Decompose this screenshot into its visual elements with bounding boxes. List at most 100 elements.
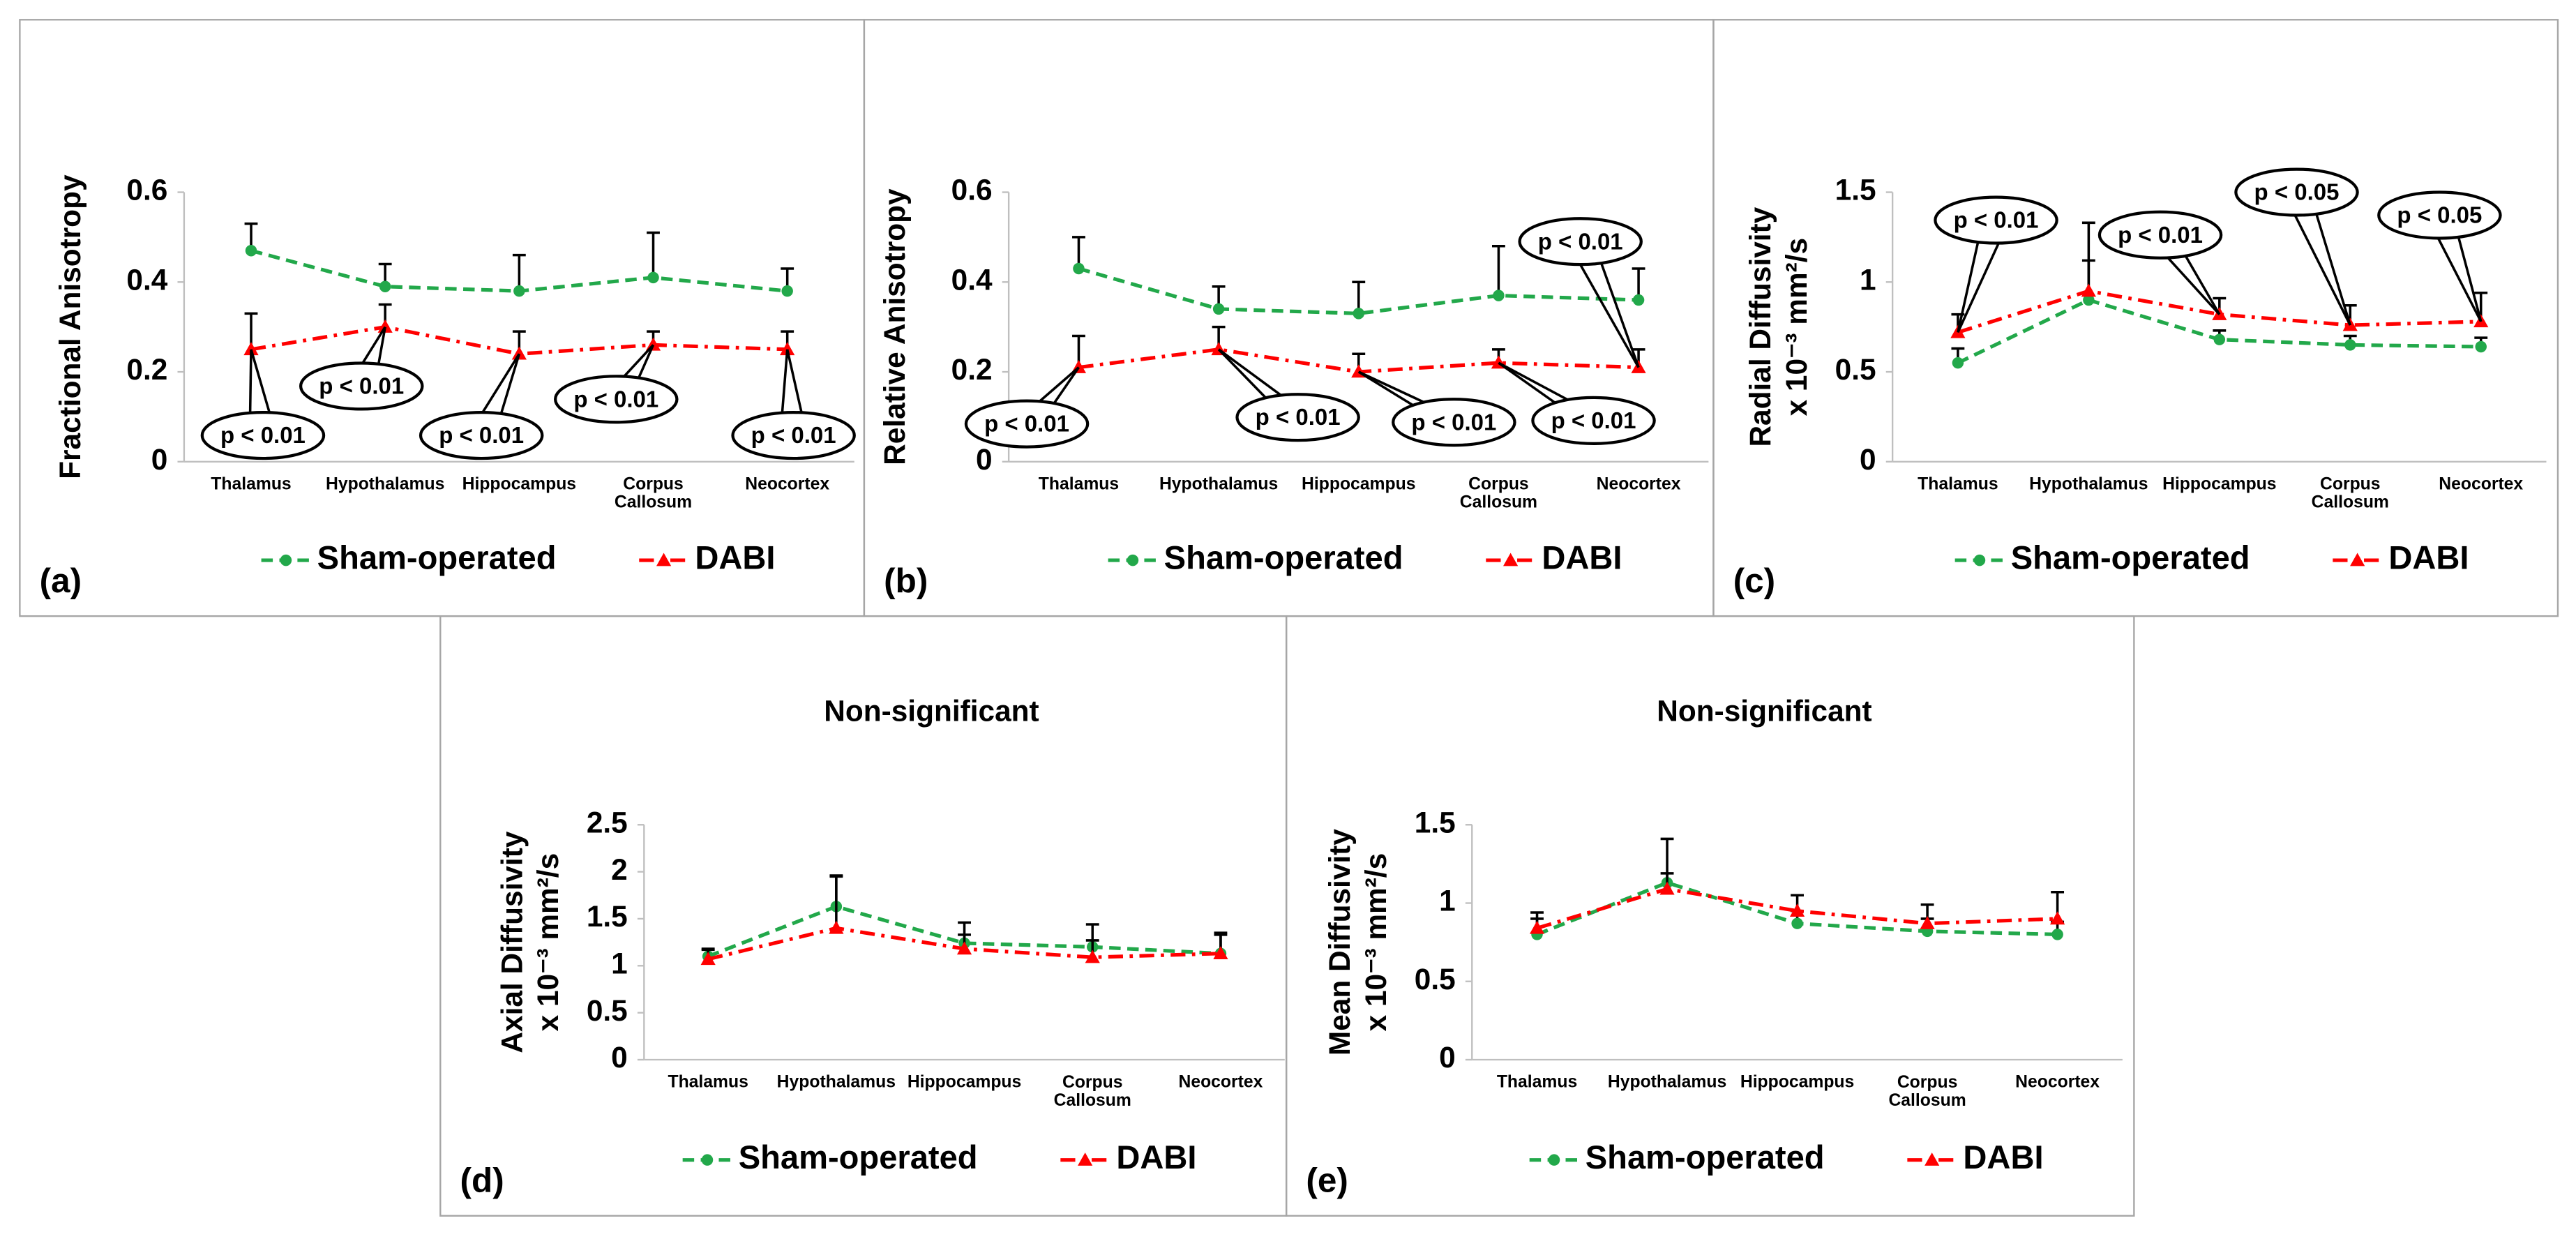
annotation: p < 0.01: [1498, 361, 1656, 445]
x-tick-label: Corpus Callosum: [1460, 474, 1537, 511]
annotation-text: p < 0.01: [751, 422, 836, 448]
annotation-text: p < 0.01: [573, 386, 658, 412]
marker: [2213, 333, 2226, 345]
marker: [2081, 283, 2096, 297]
x-tick-label-line: Callosum: [2312, 493, 2389, 511]
marker: [700, 952, 716, 966]
panel-frame: [863, 19, 1715, 617]
y-tick-label: 0.2: [951, 353, 993, 386]
y-axis-label: Relative Anisotropy: [878, 188, 911, 465]
marker: [1212, 303, 1225, 315]
y-tick-label: 0.2: [126, 353, 167, 386]
y-tick-label: 1.5: [587, 900, 628, 933]
marker: [1632, 294, 1645, 306]
y-axis-label-line: x 10⁻³ mm²/s: [1780, 238, 1813, 416]
marker: [1659, 881, 1675, 895]
x-tick-label: Corpus Callosum: [615, 474, 692, 511]
x-tick-label: Thalamus: [1497, 1073, 1577, 1092]
marker: [513, 285, 525, 297]
annotation-text: p < 0.05: [2254, 179, 2340, 205]
marker: [243, 342, 259, 356]
legend-marker: [2350, 553, 2365, 566]
y-axis-label-line: Relative Anisotropy: [878, 188, 911, 465]
y-tick-label: 0.6: [126, 174, 167, 206]
x-tick-label-line: Callosum: [615, 493, 692, 511]
legend-label: Sham-operated: [1585, 1139, 1825, 1176]
series-line: [1957, 289, 2481, 334]
marker: [1493, 290, 1505, 301]
annotation-bubble: [1235, 393, 1360, 442]
marker: [1920, 916, 1935, 929]
annotation: p < 0.01: [1357, 370, 1516, 447]
annotation-text: p < 0.01: [1256, 404, 1341, 430]
legend-label: DABI: [1116, 1139, 1196, 1176]
y-tick-label: 1.5: [1415, 806, 1456, 839]
legend-marker: [1925, 1152, 1940, 1166]
legend-marker: [280, 554, 292, 566]
chart-title: Non-significant: [1657, 694, 1871, 727]
x-tick-label: Hippocampus: [1302, 474, 1415, 493]
annotation-text: p < 0.01: [2118, 222, 2203, 248]
y-axis-label-line: Fractional Anisotropy: [54, 174, 86, 479]
legend-label: Sham-operated: [317, 539, 557, 576]
y-axis-label-line: Axial Diffusivity: [495, 831, 528, 1053]
x-tick-label: Neocortex: [745, 474, 829, 493]
annotation-bubble: [2377, 190, 2502, 240]
y-axis-label: Fractional Anisotropy: [54, 174, 86, 479]
x-tick-label: Hippocampus: [907, 1073, 1021, 1092]
y-tick-label: 0.4: [126, 263, 167, 296]
annotation-text: p < 0.01: [1538, 228, 1623, 254]
x-tick-label: Hippocampus: [1740, 1073, 1854, 1092]
panel-frame: [1285, 615, 2135, 1217]
marker: [2051, 929, 2063, 940]
y-tick-label: 0: [611, 1041, 628, 1074]
x-tick-label: Neocortex: [2439, 474, 2523, 493]
annotation: p < 0.01: [2097, 210, 2223, 315]
marker: [956, 941, 972, 955]
x-tick-label: Hypothalamus: [2029, 474, 2148, 493]
annotation-text: p < 0.01: [319, 373, 404, 398]
legend-label: DABI: [1963, 1139, 2043, 1176]
annotation: p < 0.05: [2377, 190, 2502, 322]
y-axis-label-line: Radial Diffusivity: [1744, 206, 1777, 446]
annotation-bubble: [554, 375, 679, 424]
marker: [1213, 946, 1228, 960]
x-tick-label: Neocortex: [1178, 1073, 1263, 1092]
legend-marker: [1127, 554, 1139, 566]
legend-marker: [1503, 553, 1519, 566]
annotation: p < 0.01: [419, 353, 544, 460]
annotation: p < 0.01: [554, 344, 679, 424]
x-tick-label: Hypothalamus: [1608, 1073, 1726, 1092]
annotation: p < 0.01: [731, 349, 856, 460]
marker: [780, 342, 795, 356]
legend-label: Sham-operated: [1164, 539, 1403, 576]
legend-label: DABI: [1542, 539, 1622, 576]
annotation-text: p < 0.01: [984, 411, 1069, 437]
annotation-bubble: [1518, 217, 1643, 266]
y-tick-label: 0.5: [587, 994, 628, 1027]
y-axis-label-line: x 10⁻³ mm²/s: [532, 853, 564, 1032]
x-tick-label-line: Callosum: [1460, 493, 1537, 511]
x-tick-label: Thalamus: [1918, 474, 1998, 493]
marker: [1073, 262, 1085, 275]
marker: [2475, 340, 2487, 353]
x-tick-label-line: Corpus: [623, 474, 684, 493]
annotation: p < 0.05: [2234, 167, 2359, 326]
panel-label: (c): [1733, 562, 1775, 600]
y-axis-label-line: Mean Diffusivity: [1323, 829, 1356, 1056]
y-tick-label: 0.4: [951, 263, 993, 296]
y-tick-label: 1: [611, 947, 628, 980]
marker: [1085, 949, 1100, 963]
x-tick-label-line: Corpus: [1468, 474, 1529, 493]
x-tick-label-line: Callosum: [1888, 1090, 1966, 1109]
marker: [2344, 339, 2356, 351]
annotation: p < 0.01: [1934, 195, 2058, 333]
legend-marker: [656, 553, 672, 566]
annotation-bubble: [1392, 398, 1516, 447]
x-tick-label: Corpus Callosum: [2312, 474, 2389, 511]
y-tick-label: 2: [611, 853, 628, 886]
series-line: [707, 904, 1221, 959]
annotation-bubble: [419, 410, 544, 460]
x-tick-label: Hypothalamus: [777, 1073, 896, 1092]
x-tick-label: Thalamus: [668, 1073, 748, 1092]
